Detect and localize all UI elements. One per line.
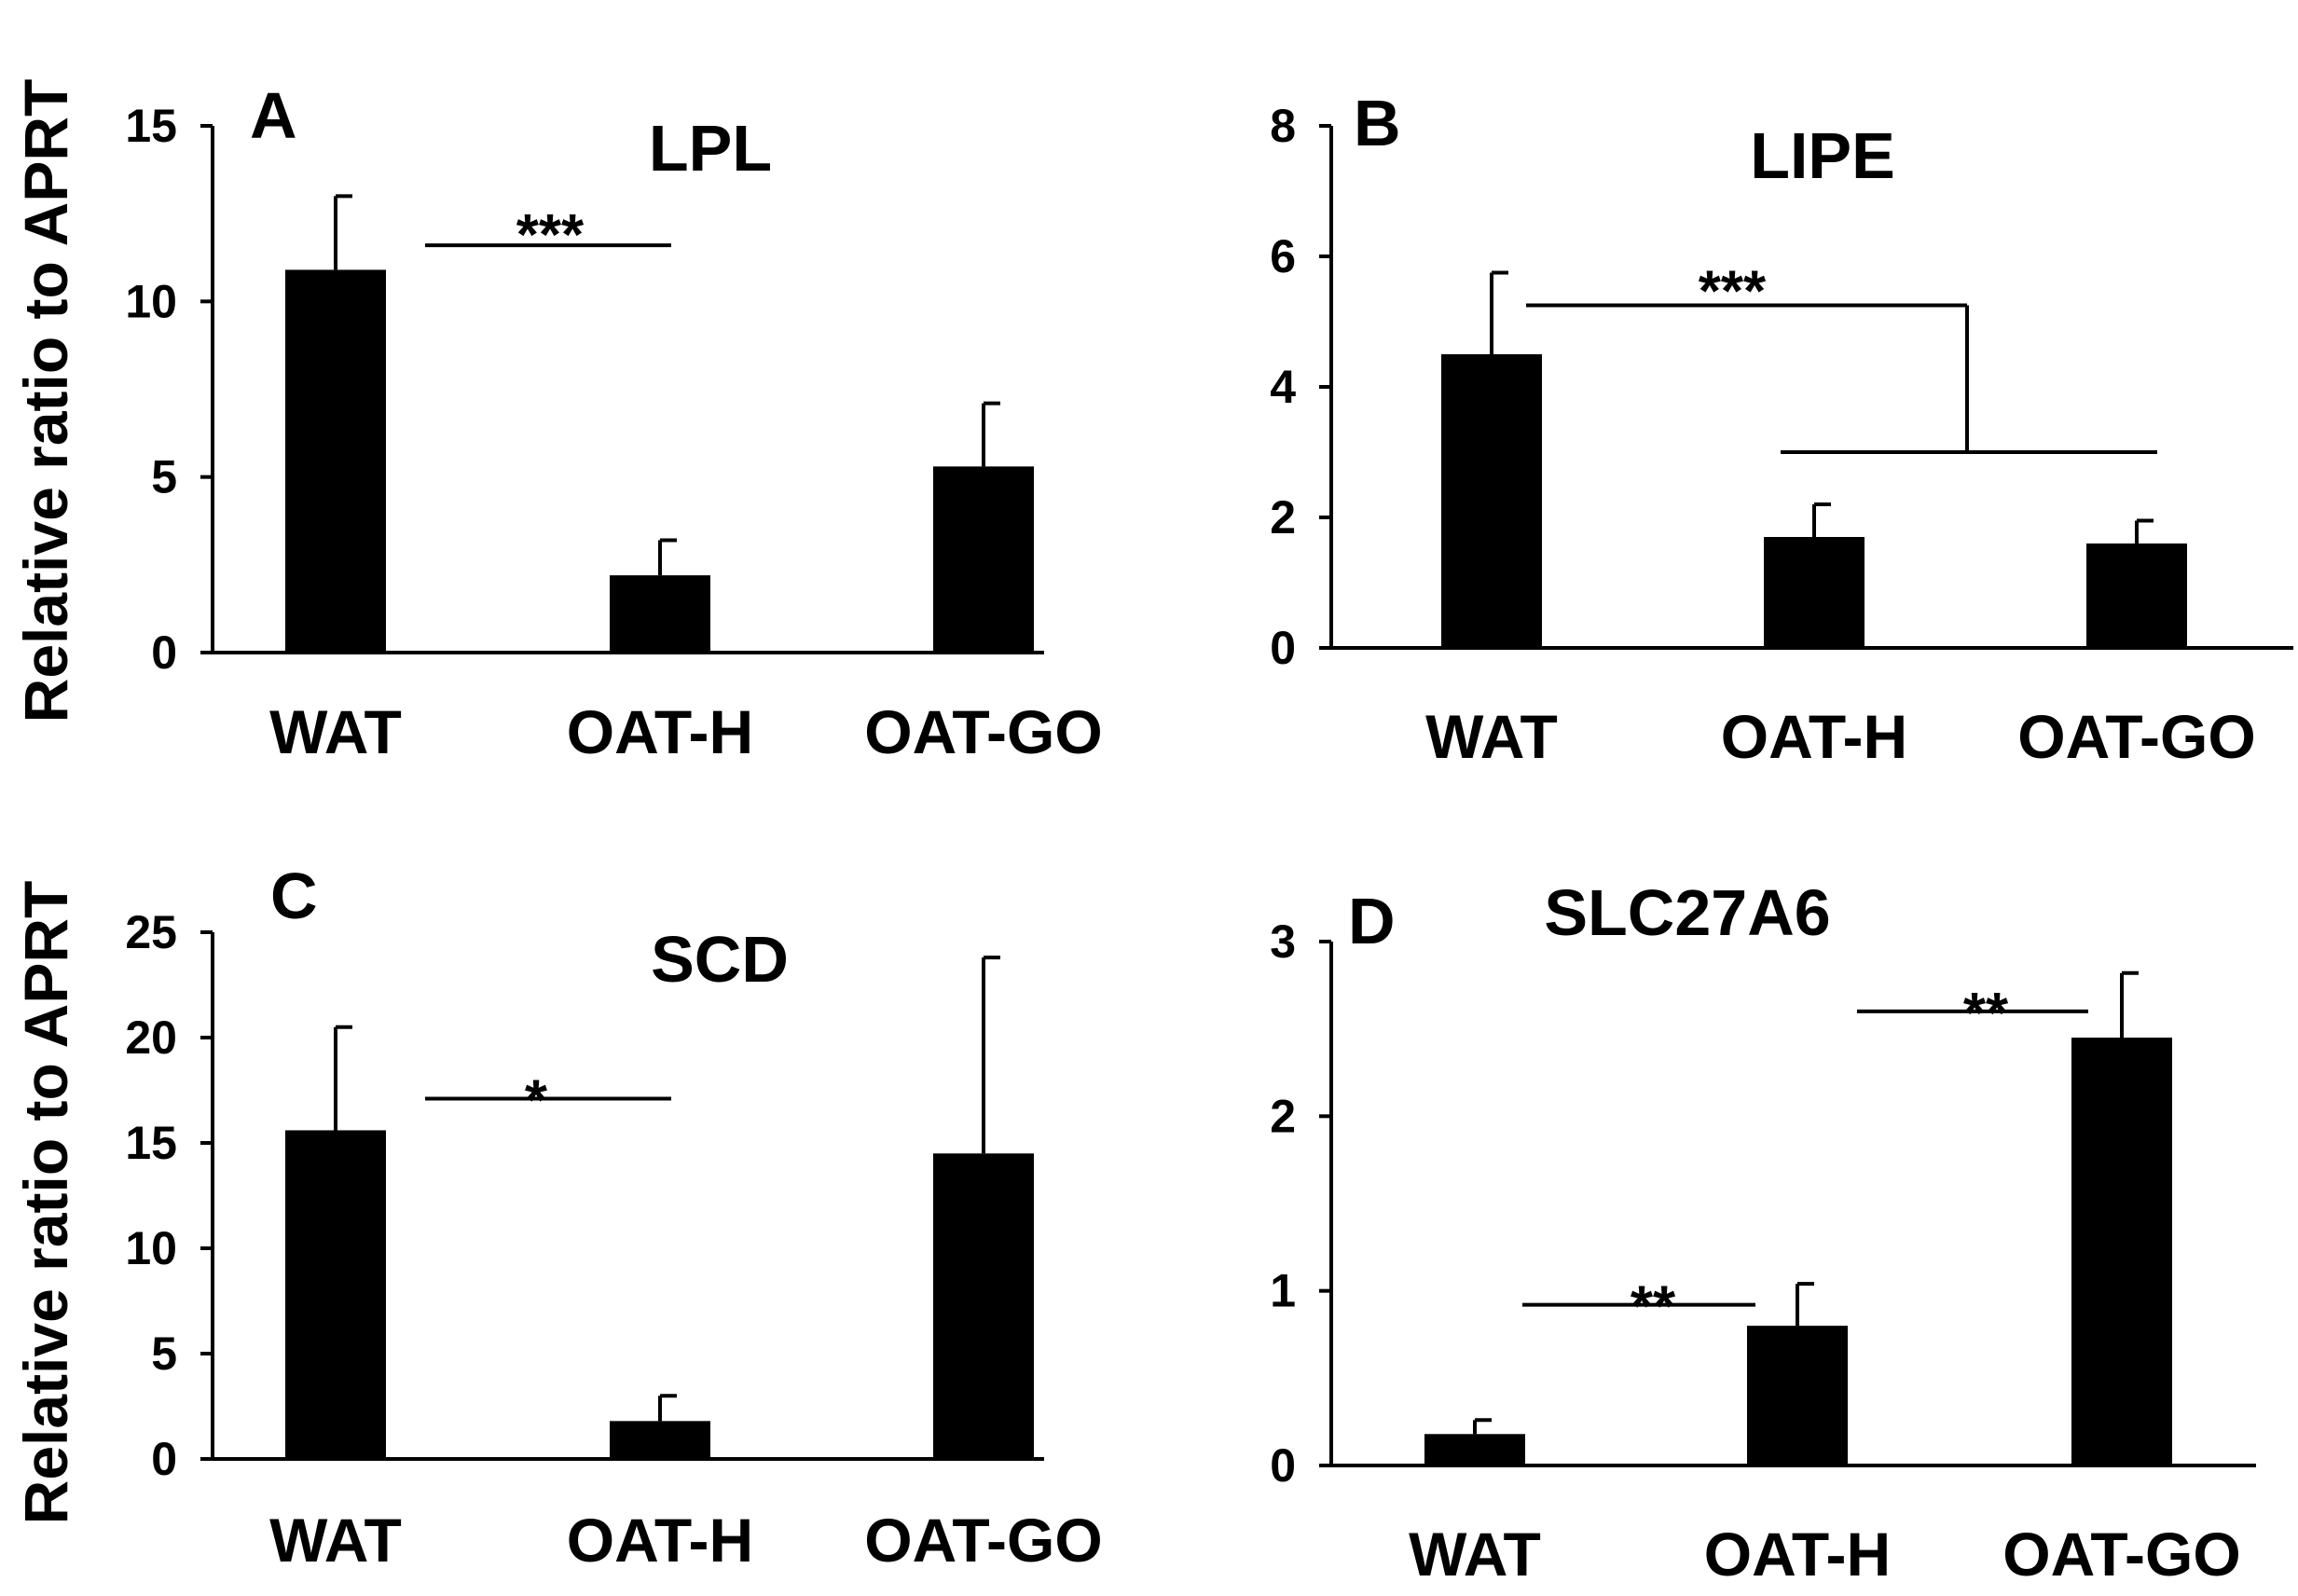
y-tick-label: 0 (151, 1433, 177, 1485)
panel-letter: C (270, 860, 318, 932)
category-label: OAT-H (1704, 1520, 1891, 1589)
y-tick-label: 15 (125, 100, 177, 152)
panel-letter: A (250, 79, 297, 152)
significance-label: ** (1631, 1275, 1676, 1340)
panel-d: D SLC27A6 0 1 2 3 WAT OAT-H OAT-GO ** ** (1270, 876, 2256, 1589)
plot-area: 0 5 10 15 20 25 WAT OAT-H OAT-GO * (125, 906, 1102, 1575)
significance-label: *** (1699, 260, 1767, 324)
y-tick-label: 2 (1270, 1090, 1296, 1142)
y-axis-label-top: Relative ratio to APRT (11, 79, 80, 723)
significance-label: *** (516, 203, 585, 268)
significance-label: ** (1963, 982, 2009, 1046)
panel-title: SLC27A6 (1544, 876, 1830, 949)
y-tick-label: 2 (1270, 491, 1296, 543)
bar-oat-go (2086, 543, 2187, 648)
y-tick-label: 15 (125, 1117, 177, 1169)
panel-title: SCD (651, 923, 789, 996)
panel-letter: B (1354, 87, 1401, 159)
category-label: WAT (269, 697, 402, 766)
bar-wat (285, 269, 386, 653)
y-tick-label: 5 (151, 451, 177, 503)
category-label: OAT-GO (2017, 702, 2255, 771)
category-label: WAT (1409, 1520, 1541, 1589)
panel-letter: D (1348, 885, 1396, 957)
y-tick-label: 1 (1270, 1265, 1296, 1317)
y-tick-label: 25 (125, 906, 177, 958)
bar-oat-h (610, 1421, 710, 1459)
bar-oat-h (610, 575, 710, 653)
panel-title: LIPE (1750, 119, 1895, 192)
panel-c: C SCD 0 5 10 15 20 25 WAT OAT-H OAT-GO * (125, 860, 1102, 1575)
y-tick-label: 0 (1270, 622, 1296, 674)
y-tick-label: 10 (125, 275, 177, 327)
category-label: OAT-H (1721, 702, 1907, 771)
category-label: WAT (1425, 702, 1558, 771)
y-tick-label: 0 (1270, 1439, 1296, 1492)
panel-b: B LIPE 0 2 4 6 8 WAT OAT-H OAT-GO *** (1270, 87, 2293, 771)
y-tick-label: 6 (1270, 230, 1296, 282)
y-tick-label: 4 (1270, 361, 1296, 413)
category-label: OAT-H (567, 1506, 753, 1575)
category-label: OAT-GO (2002, 1520, 2240, 1589)
category-label: OAT-H (567, 697, 753, 766)
y-tick-label: 8 (1270, 100, 1296, 152)
y-tick-label: 3 (1270, 915, 1296, 968)
y-tick-label: 5 (151, 1328, 177, 1380)
bar-wat (1441, 354, 1542, 648)
bar-oat-h (1764, 537, 1865, 648)
y-tick-label: 0 (151, 626, 177, 679)
bar-wat (1424, 1434, 1525, 1465)
panel-a: A LPL 0 5 10 15 WAT OAT-H OAT-GO *** (125, 79, 1102, 766)
plot-area: 0 2 4 6 8 WAT OAT-H OAT-GO *** (1270, 100, 2293, 771)
bar-oat-h (1747, 1326, 1848, 1465)
y-axis-label-bottom: Relative ratio to APRT (11, 881, 80, 1525)
bar-oat-go (933, 1153, 1034, 1459)
y-tick-label: 10 (125, 1222, 177, 1274)
bar-oat-go (933, 466, 1034, 653)
y-tick-label: 20 (125, 1011, 177, 1064)
category-label: OAT-GO (864, 697, 1102, 766)
plot-area: 0 1 2 3 WAT OAT-H OAT-GO ** ** (1270, 915, 2256, 1589)
plot-area: 0 5 10 15 WAT OAT-H OAT-GO *** (125, 100, 1102, 766)
panel-title: LPL (649, 112, 772, 185)
category-label: WAT (269, 1506, 402, 1575)
bar-wat (285, 1130, 386, 1459)
significance-label: * (525, 1069, 548, 1134)
bar-oat-go (2071, 1038, 2172, 1465)
category-label: OAT-GO (864, 1506, 1102, 1575)
